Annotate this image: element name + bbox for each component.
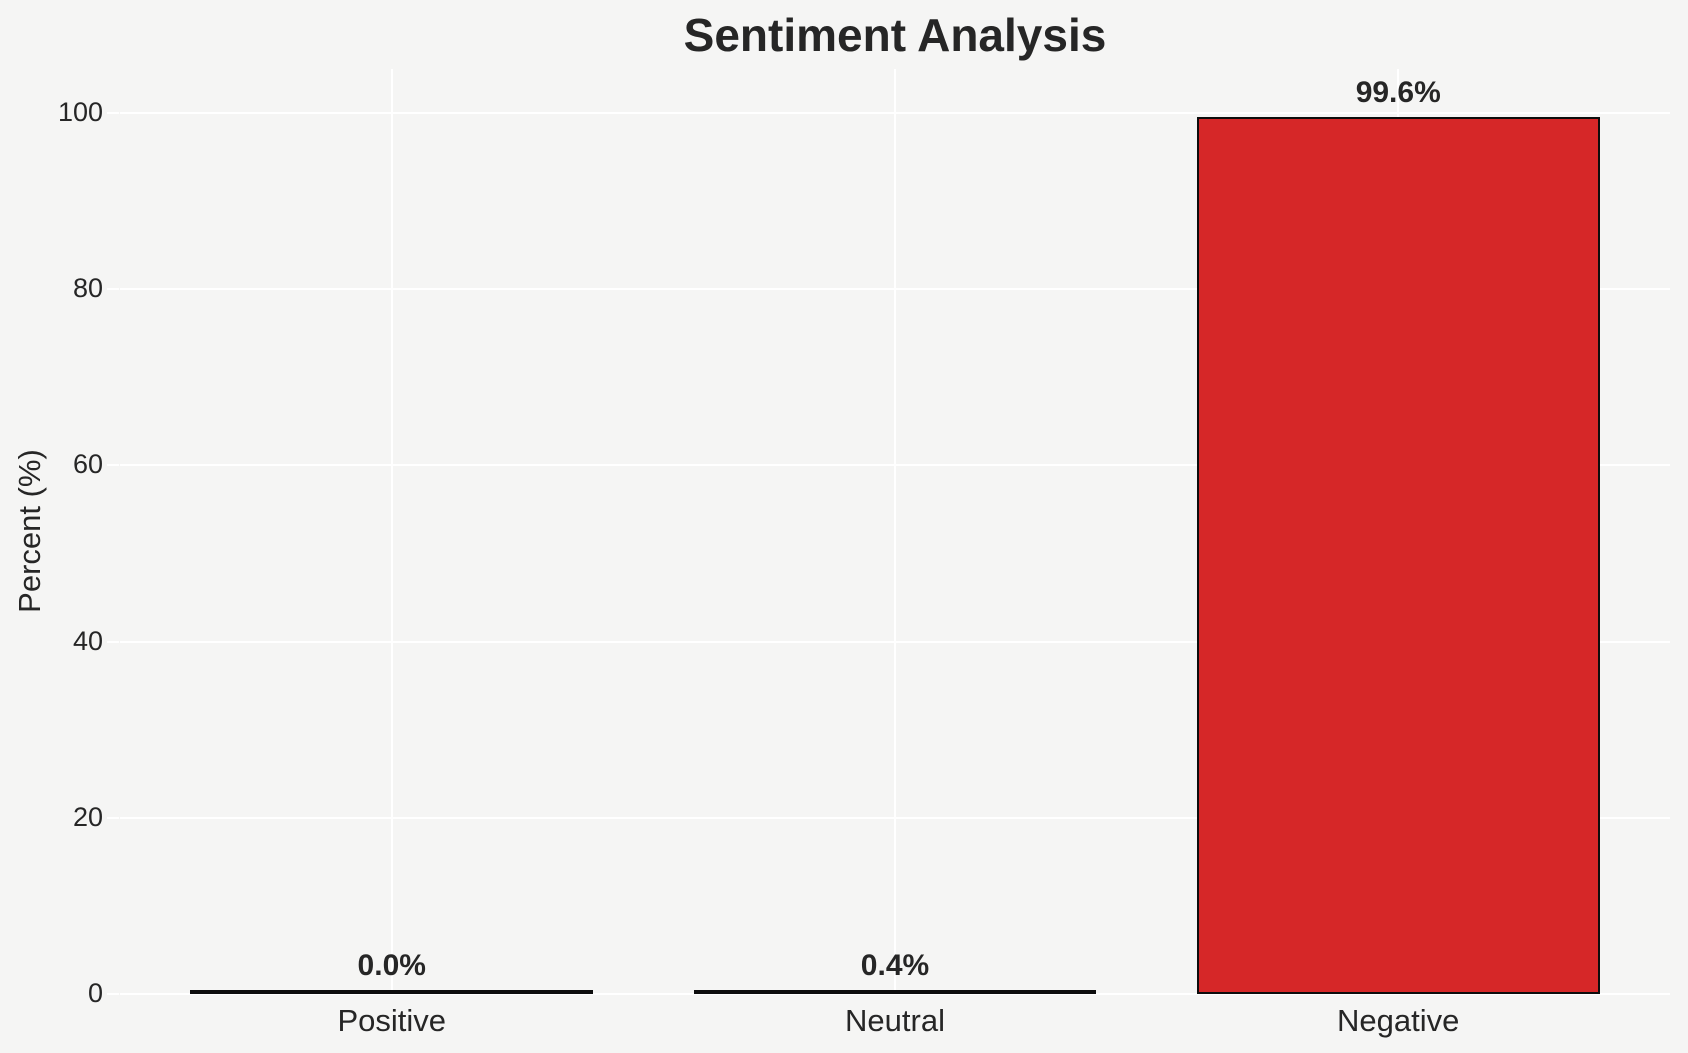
- y-tick-label: 40: [72, 625, 103, 656]
- bar-negative: [1196, 116, 1600, 994]
- y-tick-label: 0: [87, 978, 103, 1008]
- chart-title: Sentiment Analysis: [683, 9, 1107, 61]
- value-label: 0.4%: [860, 949, 930, 982]
- grid-line-vertical: [390, 69, 393, 994]
- y-tick-label: 60: [72, 449, 103, 480]
- x-category-label: Positive: [337, 1003, 447, 1038]
- y-tick-mark: [107, 816, 119, 819]
- y-tick-mark: [107, 288, 119, 291]
- y-tick-label: 80: [72, 273, 103, 304]
- value-label: 0.0%: [357, 949, 426, 982]
- y-tick-label: 20: [72, 801, 103, 832]
- bar-neutral: [693, 990, 1097, 994]
- y-tick-mark: [107, 464, 119, 467]
- bar-positive: [190, 990, 594, 994]
- plot-area: 0.0% 0.4% 99.6%: [120, 69, 1670, 995]
- x-category-label: Neutral: [845, 1003, 945, 1038]
- value-label: 99.6%: [1355, 75, 1441, 109]
- x-category-label: Negative: [1337, 1003, 1460, 1038]
- y-tick-mark: [107, 993, 119, 995]
- y-tick-mark: [107, 112, 119, 115]
- y-tick-mark: [107, 640, 119, 643]
- grid-line-horizontal: [120, 993, 1670, 995]
- grid-line-vertical: [894, 69, 896, 994]
- y-tick-label: 100: [57, 97, 103, 128]
